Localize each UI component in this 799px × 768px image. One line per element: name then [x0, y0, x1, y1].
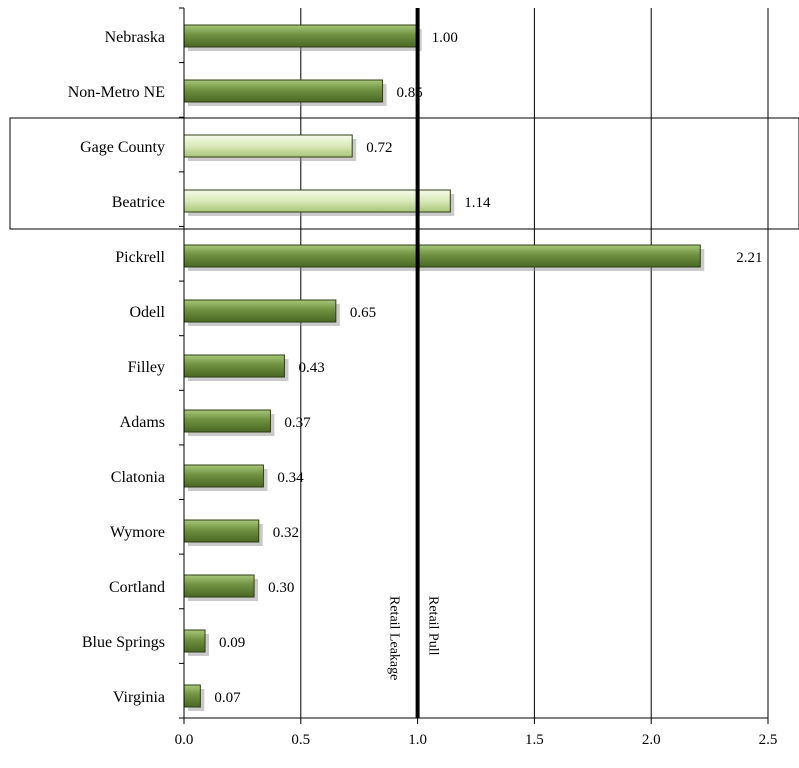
data-label: 0.72 [366, 140, 392, 156]
x-tick-label: 2.5 [759, 732, 778, 748]
category-label: Beatrice [112, 194, 165, 211]
data-label: 0.32 [273, 525, 299, 541]
category-label: Blue Springs [82, 634, 165, 651]
category-label: Odell [129, 304, 165, 321]
value-labels: 1.000.850.721.142.210.650.430.370.340.32… [214, 30, 762, 706]
bar [183, 244, 701, 268]
category-label: Adams [120, 414, 165, 431]
x-tick-label: 0.0 [175, 732, 194, 748]
data-label: 0.37 [284, 415, 311, 431]
data-label: 0.34 [277, 470, 304, 486]
category-label: Pickrell [115, 249, 165, 266]
x-tick-label: 0.5 [291, 732, 310, 748]
bar [183, 24, 419, 48]
gridlines [300, 8, 769, 718]
retail-pull-label: Retail Pull [426, 596, 441, 656]
bar [183, 189, 451, 213]
category-label: Filley [128, 359, 165, 376]
data-label: 1.14 [464, 195, 491, 211]
data-label: 0.09 [219, 635, 245, 651]
category-label: Gage County [80, 139, 165, 156]
data-label: 0.43 [298, 360, 324, 376]
x-axis: 0.0 0.5 1.0 1.5 2.0 2.5 [175, 7, 778, 748]
highlight-box [9, 117, 799, 230]
category-label: Virginia [113, 689, 165, 706]
bar [183, 519, 260, 543]
retail-leakage-label: Retail Leakage [387, 596, 402, 680]
category-labels: Nebraska Non-Metro NE Gage County Beatrice P… [68, 29, 166, 706]
category-label: Clatonia [111, 469, 165, 486]
x-tick-label: 2.0 [642, 732, 661, 748]
bar [183, 574, 255, 598]
data-label: 0.30 [268, 580, 294, 596]
bar [183, 464, 264, 488]
category-label: Wymore [110, 524, 165, 541]
bar [183, 629, 206, 653]
bar [183, 684, 201, 708]
category-label: Nebraska [105, 29, 165, 46]
data-label: 0.07 [214, 690, 241, 706]
category-label: Cortland [109, 579, 165, 596]
x-tick-label: 1.0 [408, 732, 427, 748]
data-label: 2.21 [736, 250, 762, 266]
x-tick-label: 1.5 [525, 732, 544, 748]
data-label: 0.65 [350, 305, 376, 321]
category-label: Non-Metro NE [68, 84, 165, 101]
bar [183, 354, 285, 378]
bar [183, 134, 353, 158]
bar [183, 409, 271, 433]
bar [183, 299, 337, 323]
bars [183, 24, 705, 711]
data-label: 1.00 [432, 30, 458, 46]
bar [183, 79, 384, 103]
